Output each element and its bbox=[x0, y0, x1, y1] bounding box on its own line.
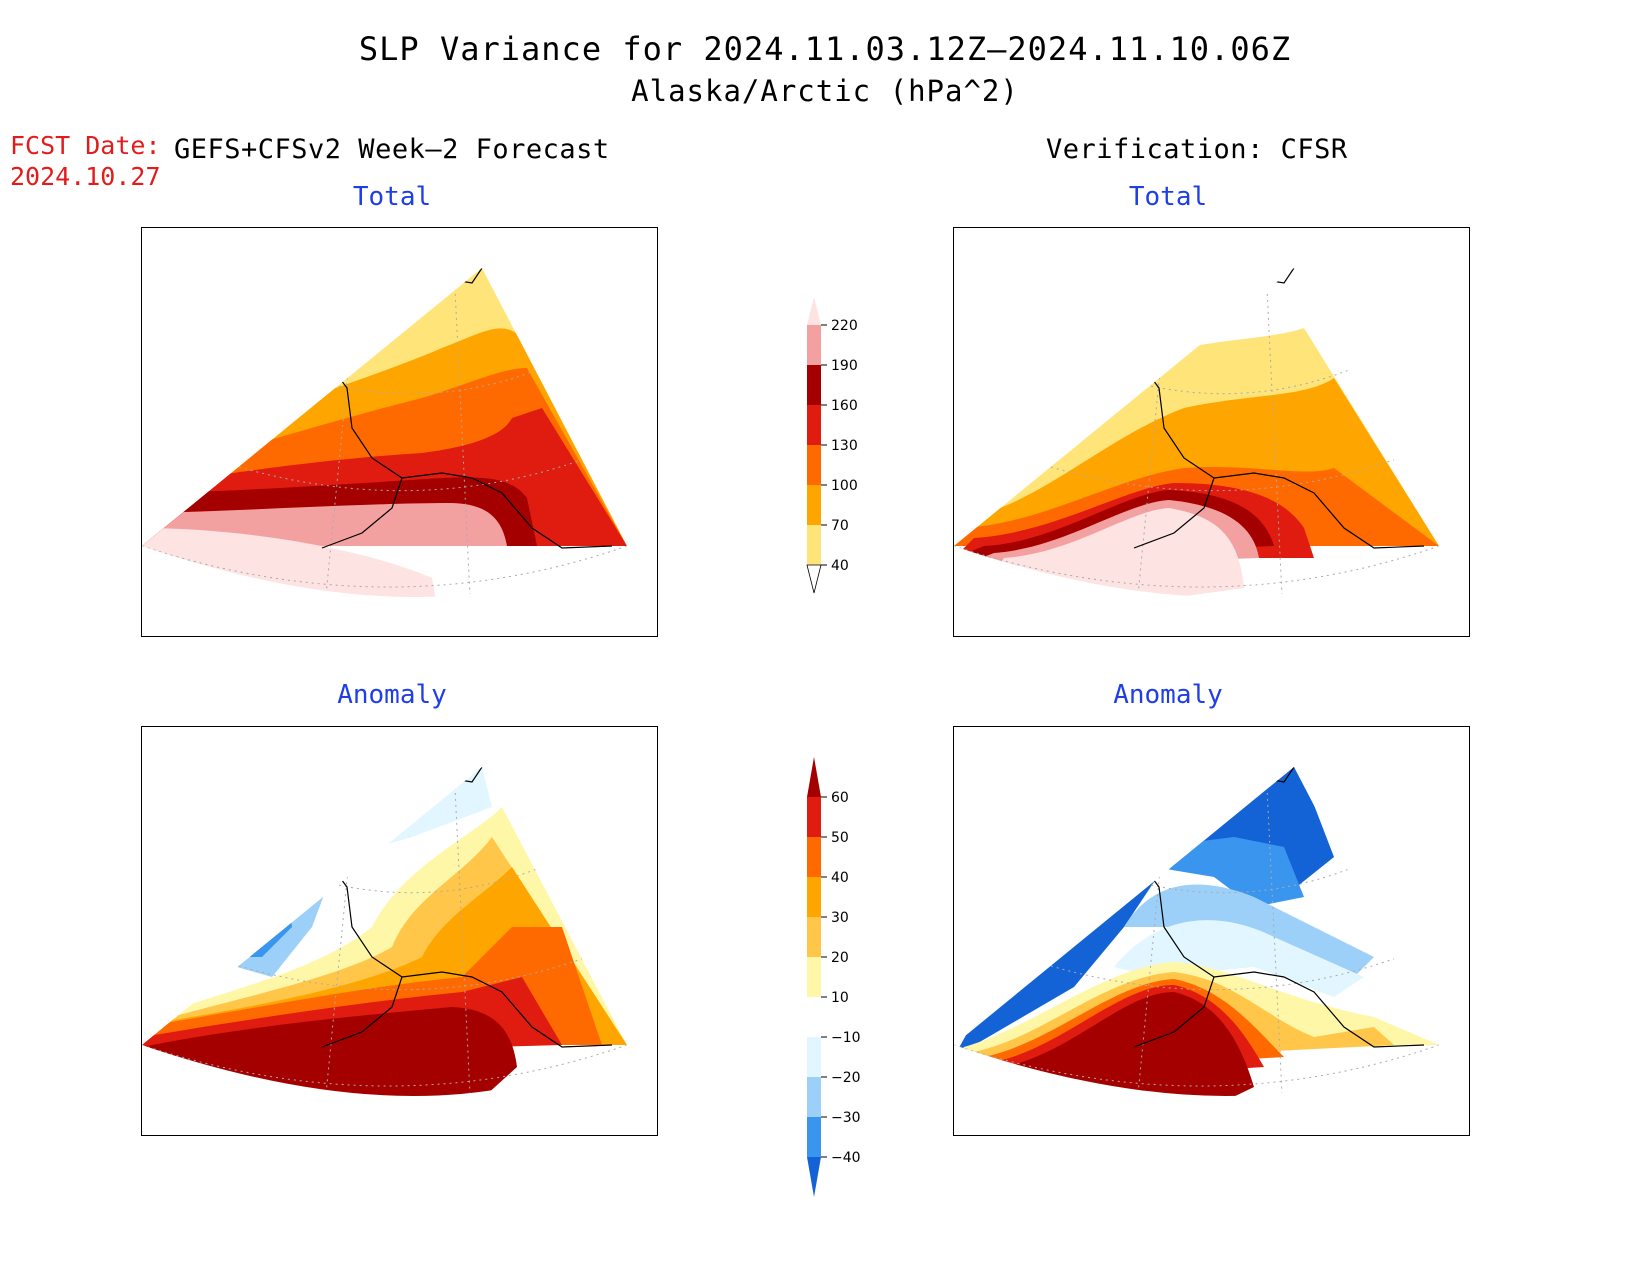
forecast-header: GEFS+CFSv2 Week–2 Forecast bbox=[174, 134, 610, 165]
anomaly-colorbar-top-extend bbox=[807, 757, 821, 797]
anomaly-colorbar-svg: 60 50 40 30 20 10 −10 −20 −30 −40 bbox=[807, 757, 861, 1197]
anomaly-colorbar: 60 50 40 30 20 10 −10 −20 −30 −40 bbox=[795, 752, 875, 1207]
anomaly-colorbar-label: 50 bbox=[831, 830, 849, 846]
total-colorbar-label: 40 bbox=[831, 558, 849, 574]
total-colorbar-label: 160 bbox=[831, 398, 858, 414]
anomaly-colorbar-box bbox=[807, 797, 821, 837]
anomaly-colorbar-box bbox=[807, 997, 821, 1037]
total-colorbar-svg: 220 190 160 130 100 70 40 bbox=[806, 297, 858, 594]
anomaly-colorbar-box bbox=[807, 957, 821, 997]
anomaly-colorbar-label: −20 bbox=[831, 1070, 861, 1086]
total-colorbar-box bbox=[807, 325, 821, 365]
anomaly-colorbar-label: 40 bbox=[831, 870, 849, 886]
total-colorbar-box bbox=[807, 525, 821, 565]
forecast-anomaly-map bbox=[141, 726, 658, 1136]
total-colorbar-label: 130 bbox=[831, 438, 858, 454]
anomaly-colorbar-box bbox=[807, 917, 821, 957]
anomaly-colorbar-label: −30 bbox=[831, 1110, 861, 1126]
total-colorbar-top-extend bbox=[807, 297, 821, 325]
forecast-total-title: Total bbox=[352, 182, 432, 212]
total-colorbar-label: 190 bbox=[831, 358, 858, 374]
figure-subtitle: Alaska/Arctic (hPa^2) bbox=[631, 74, 1019, 108]
anomaly-colorbar-label: 10 bbox=[831, 990, 849, 1006]
forecast-total-map bbox=[141, 227, 658, 637]
total-colorbar-box bbox=[807, 365, 821, 405]
verification-header: Verification: CFSR bbox=[1046, 134, 1348, 165]
total-colorbar-box bbox=[807, 485, 821, 525]
fcst-date-label: FCST Date: bbox=[10, 131, 161, 160]
total-colorbar: 220 190 160 130 100 70 40 bbox=[795, 285, 875, 615]
anomaly-colorbar-label: −40 bbox=[831, 1150, 861, 1166]
figure-title: SLP Variance for 2024.11.03.12Z–2024.11.… bbox=[358, 30, 1292, 68]
verification-anomaly-map bbox=[953, 726, 1470, 1136]
verification-anomaly-title: Anomaly bbox=[1113, 680, 1223, 710]
fcst-date-block: FCST Date: 2024.10.27 bbox=[10, 130, 161, 192]
anomaly-colorbar-label: −10 bbox=[831, 1030, 861, 1046]
total-colorbar-bottom-extend bbox=[806, 564, 822, 594]
anomaly-colorbar-box bbox=[807, 1037, 821, 1077]
total-colorbar-box bbox=[807, 445, 821, 485]
anomaly-colorbar-bottom-extend bbox=[807, 1157, 821, 1197]
anomaly-colorbar-label: 60 bbox=[831, 790, 849, 806]
total-colorbar-box bbox=[807, 405, 821, 445]
verification-total-map bbox=[953, 227, 1470, 637]
anomaly-colorbar-box bbox=[807, 1077, 821, 1117]
anomaly-colorbar-label: 20 bbox=[831, 950, 849, 966]
total-colorbar-label: 100 bbox=[831, 478, 858, 494]
anomaly-colorbar-box bbox=[807, 837, 821, 877]
anomaly-colorbar-box bbox=[807, 877, 821, 917]
anomaly-colorbar-box bbox=[807, 1117, 821, 1157]
total-colorbar-label: 70 bbox=[831, 518, 849, 534]
anomaly-colorbar-label: 30 bbox=[831, 910, 849, 926]
verification-total-title: Total bbox=[1128, 182, 1208, 212]
fcst-date-value: 2024.10.27 bbox=[10, 162, 161, 191]
forecast-anomaly-title: Anomaly bbox=[337, 680, 447, 710]
total-colorbar-label: 220 bbox=[831, 318, 858, 334]
